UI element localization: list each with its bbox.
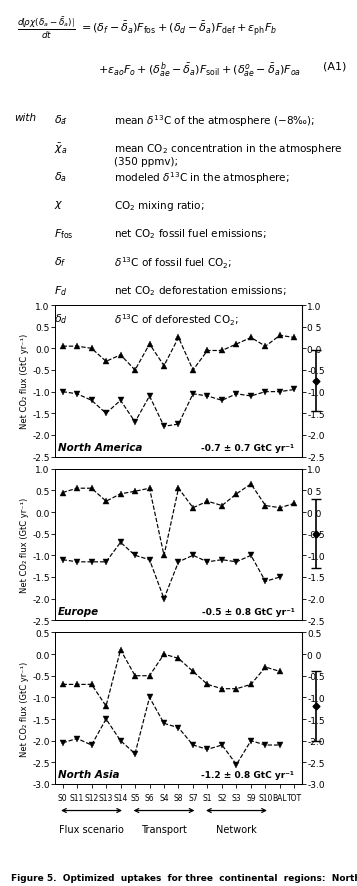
Text: $\delta_f$: $\delta_f$	[54, 255, 66, 269]
Text: $\chi$: $\chi$	[54, 198, 63, 210]
Text: North Asia: North Asia	[58, 770, 119, 780]
Text: (A1): (A1)	[323, 61, 346, 71]
Text: $F_{\rm fos}$: $F_{\rm fos}$	[54, 227, 73, 241]
Text: $+ \varepsilon_{ao}F_o + (\delta^b_{ae} - \bar{\delta}_a)F_{\rm soil} + (\delta^: $+ \varepsilon_{ao}F_o + (\delta^b_{ae} …	[98, 61, 302, 81]
Y-axis label: Net CO₂ flux (GtC yr⁻¹): Net CO₂ flux (GtC yr⁻¹)	[20, 661, 29, 756]
Y-axis label: Net CO₂ flux (GtC yr⁻¹): Net CO₂ flux (GtC yr⁻¹)	[20, 334, 29, 429]
Text: CO$_2$ mixing ratio;: CO$_2$ mixing ratio;	[114, 198, 205, 213]
Text: mean $\delta^{13}$C of the atmosphere ($-8$‰);: mean $\delta^{13}$C of the atmosphere ($…	[114, 113, 315, 128]
Text: Flux scenario: Flux scenario	[59, 824, 124, 835]
Text: net CO$_2$ fossil fuel emissions;: net CO$_2$ fossil fuel emissions;	[114, 227, 267, 241]
Text: $\delta_a$: $\delta_a$	[54, 170, 67, 183]
Text: with: with	[14, 113, 36, 123]
Text: $\delta^{13}$C of deforested CO$_2$;: $\delta^{13}$C of deforested CO$_2$;	[114, 312, 239, 328]
Text: Network: Network	[216, 824, 257, 835]
Text: Europe: Europe	[58, 606, 99, 616]
Text: Transport: Transport	[141, 824, 187, 835]
Text: $\frac{d\!\left[\rho\chi(\delta_a - \bar{\delta}_a)\right]}{dt}$: $\frac{d\!\left[\rho\chi(\delta_a - \bar…	[17, 15, 76, 41]
Text: $\delta_d$: $\delta_d$	[54, 312, 67, 326]
Text: net CO$_2$ deforestation emissions;: net CO$_2$ deforestation emissions;	[114, 284, 287, 298]
Text: Figure 5.  Optimized  uptakes  for three  continental  regions:  North: Figure 5. Optimized uptakes for three co…	[11, 873, 357, 882]
Text: -0.7 ± 0.7 GtC yr⁻¹: -0.7 ± 0.7 GtC yr⁻¹	[201, 444, 294, 453]
Text: North America: North America	[58, 442, 142, 453]
Text: modeled $\delta^{13}$C in the atmosphere;: modeled $\delta^{13}$C in the atmosphere…	[114, 170, 290, 186]
Text: $\delta_{\bar{a}}$: $\delta_{\bar{a}}$	[54, 113, 67, 127]
Text: $\delta^{13}$C of fossil fuel CO$_2$;: $\delta^{13}$C of fossil fuel CO$_2$;	[114, 255, 232, 271]
Text: $\bar{\chi}_a$: $\bar{\chi}_a$	[54, 142, 67, 156]
Text: mean CO$_2$ concentration in the atmosphere
(350 ppmv);: mean CO$_2$ concentration in the atmosph…	[114, 142, 343, 167]
Text: -0.5 ± 0.8 GtC yr⁻¹: -0.5 ± 0.8 GtC yr⁻¹	[201, 607, 294, 616]
Y-axis label: Net CO₂ flux (GtC yr⁻¹): Net CO₂ flux (GtC yr⁻¹)	[20, 497, 29, 593]
Text: -1.2 ± 0.8 GtC yr⁻¹: -1.2 ± 0.8 GtC yr⁻¹	[201, 771, 294, 780]
Text: $F_d$: $F_d$	[54, 284, 67, 298]
Text: $= (\delta_f - \bar{\delta}_a)F_{\rm fos} + (\delta_d - \bar{\delta}_a)F_{\rm de: $= (\delta_f - \bar{\delta}_a)F_{\rm fos…	[80, 19, 277, 38]
